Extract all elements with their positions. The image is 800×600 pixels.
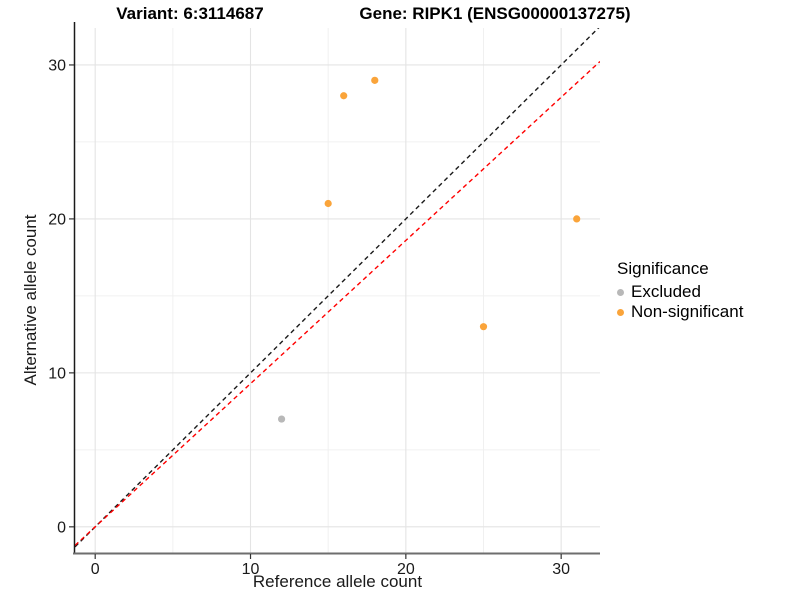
x-tick-label: 10 <box>242 561 260 578</box>
legend-item-excluded: Excluded <box>617 282 743 302</box>
x-axis-title: Reference allele count <box>252 572 423 591</box>
y-tick-label: 10 <box>48 365 66 382</box>
legend: Significance Excluded Non-significant <box>617 259 743 322</box>
x-tick-label: 20 <box>397 561 415 578</box>
data-point-non-significant <box>371 76 379 84</box>
data-point-non-significant <box>573 215 581 223</box>
y-tick-label: 20 <box>48 211 66 228</box>
y-axis-title: Alternative allele count <box>21 214 40 386</box>
legend-item-label: Excluded <box>631 282 701 301</box>
legend-item-label: Non-significant <box>631 302 744 321</box>
y-tick-label: 0 <box>57 519 66 536</box>
data-point-non-significant <box>340 92 348 100</box>
non-significant-dot-icon <box>617 308 624 316</box>
data-point-excluded <box>277 415 286 423</box>
y-tick-label: 30 <box>48 57 66 74</box>
x-tick-label: 0 <box>91 561 100 578</box>
excluded-dot-icon <box>617 288 624 296</box>
data-point-non-significant <box>479 323 488 331</box>
legend-title: Significance <box>617 259 709 278</box>
data-point-non-significant <box>324 199 332 208</box>
identity-line <box>75 28 600 548</box>
variant-title: Variant: 6:3114687 <box>116 4 264 23</box>
gene-title: Gene: RIPK1 (ENSG00000137275) <box>359 4 631 23</box>
x-tick-label: 30 <box>552 561 570 578</box>
expected-ratio-line <box>75 60 600 546</box>
legend-item-non-significant: Non-significant <box>617 302 743 322</box>
